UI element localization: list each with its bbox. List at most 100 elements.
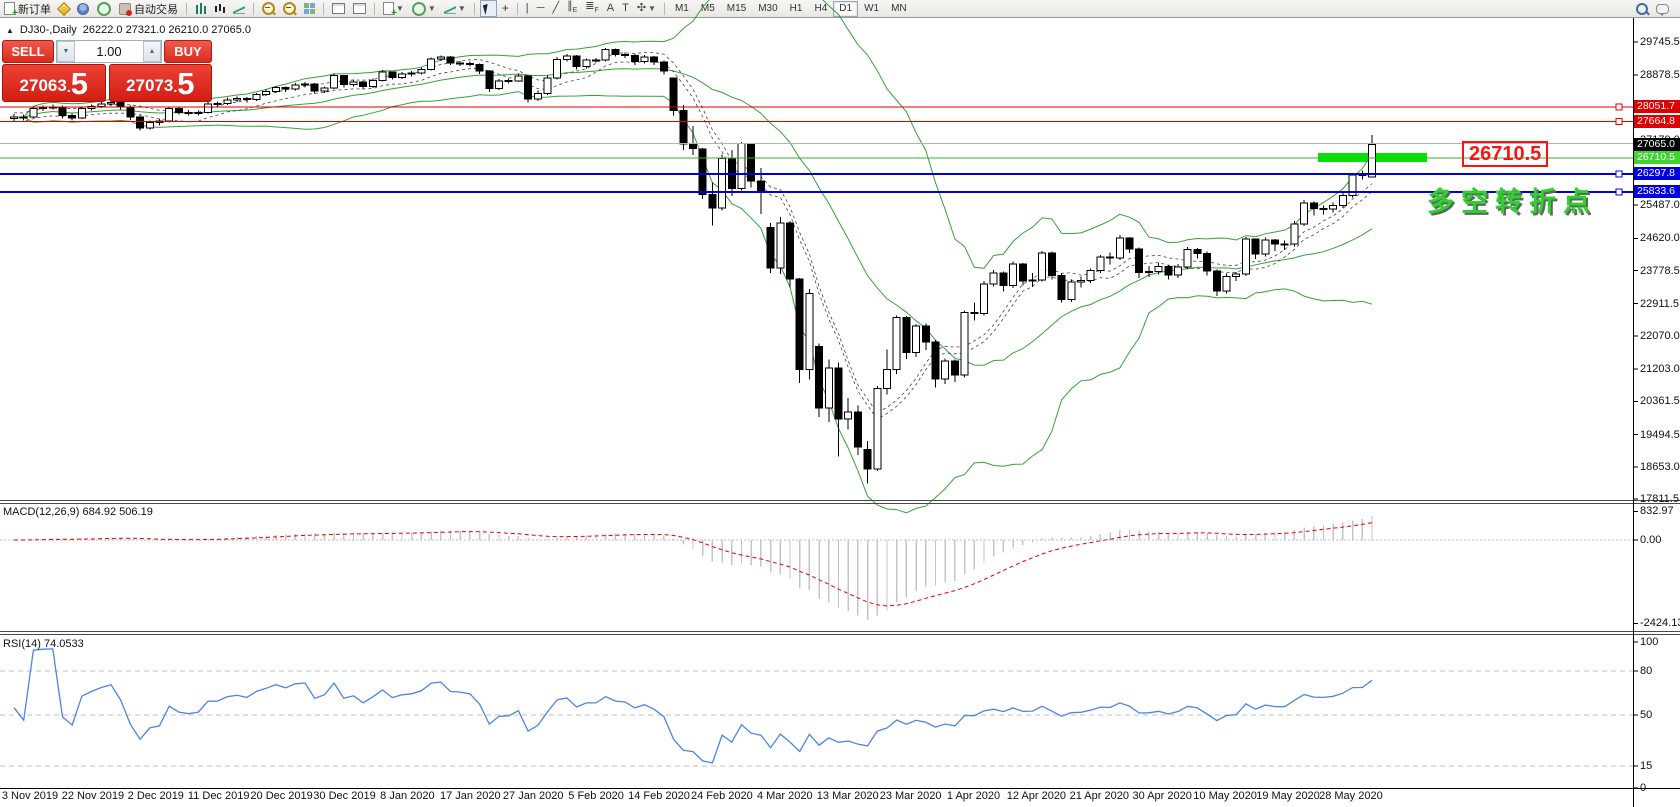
timeframe-button-m1[interactable]: M1 [674,2,689,14]
date-tick-label[interactable]: 12 Apr 2020 [1006,790,1067,802]
one-click-trading-widget: SELL ▼ 1.00 ▲ BUY 27063 . 5 27073 . 5 [2,40,212,102]
price-callout-box[interactable]: 26710.5 [1462,141,1549,167]
panel-separator[interactable] [0,500,1680,501]
toolbar-separator [663,2,665,15]
date-tick-label[interactable]: 19 May 2020 [1256,790,1320,802]
macd-tick-label: 0.00 [1640,534,1662,546]
chart-shift-button[interactable] [350,1,369,16]
chat-icon [1656,3,1669,16]
price-badge: 28051.7 [1634,99,1680,113]
horizontal-line-tool[interactable]: ─ [534,1,548,16]
price-tick-label: 20361.5 [1640,395,1680,408]
volume-increase-button[interactable]: ▲ [143,41,161,62]
indicator-list-dropdown[interactable]: ▼ [441,1,469,16]
date-tick-label[interactable]: 30 Apr 2020 [1132,790,1192,802]
line-anchor-handle[interactable] [1615,118,1623,126]
chart-title: ▲ DJ30-,Daily 26222.0 27321.0 26210.0 27… [6,24,251,36]
zoom-out-icon [283,2,296,15]
price-axis-line[interactable] [1633,18,1634,807]
date-tick-label[interactable]: 1 Apr 2020 [946,790,1001,802]
cursor-tool-button[interactable] [479,0,497,17]
date-tick-label[interactable]: 2 Dec 2019 [127,790,184,802]
crosshair-tool-button[interactable]: + [499,1,512,16]
date-tick-label[interactable]: 21 Apr 2020 [1069,790,1129,802]
price-tick-label: 19494.5 [1640,428,1680,441]
trendline-tool[interactable]: ╱ [549,1,562,16]
date-tick-label[interactable]: 20 Dec 2019 [250,790,313,802]
zoom-out-button[interactable] [280,1,299,16]
date-tick-label[interactable]: 27 Jan 2020 [502,790,564,802]
new-order-button[interactable]: 新订单 [1,1,54,18]
fibonacci-tool[interactable]: ≣F [582,0,602,16]
sell-price-panel[interactable]: 27063 . 5 [2,64,106,102]
autotrade-button[interactable]: 自动交易 [116,1,181,16]
date-tick-label[interactable]: 17 Jan 2020 [440,790,501,802]
channel-tool[interactable]: ∥E [564,0,580,16]
toolbar: 新订单 自动交易 ▼ ▼ ▼ + | ─ ╱ ∥E ≣F A T ✣ [0,0,1680,18]
panel-separator[interactable] [0,631,1680,632]
search-button[interactable] [1633,1,1651,16]
channel-icon: ∥E [567,0,578,15]
bar-chart-button[interactable] [192,1,209,16]
timeframe-button-h4[interactable]: H4 [814,2,828,14]
news-button[interactable] [94,1,114,16]
text-label-tool[interactable]: T [619,1,632,16]
date-tick-label[interactable]: 3 Nov 2019 [1,790,59,802]
volume-decrease-button[interactable]: ▼ [57,41,75,62]
text-tool[interactable]: A [604,1,617,16]
timeframe-button-h1[interactable]: H1 [789,2,803,14]
chat-button[interactable] [1653,1,1672,16]
timeframe-button-mn[interactable]: MN [891,2,907,14]
timeframe-button-m30[interactable]: M30 [758,2,778,14]
line-chart-button[interactable] [230,1,248,16]
date-tick-label[interactable]: 8 Jan 2020 [380,790,435,802]
chart-expand-icon[interactable]: ▲ [6,25,14,35]
timeframe-button-d1[interactable]: D1 [833,0,859,17]
volume-value[interactable]: 1.00 [96,44,122,59]
horizontal-line-icon: ─ [536,2,545,14]
candle-chart-button[interactable] [211,1,228,16]
line-anchor-handle[interactable] [1615,170,1623,178]
line-anchor-handle[interactable] [1615,188,1623,196]
new-chart-dropdown[interactable]: ▼ [380,1,407,18]
price-tick-label: 17811.5 [1640,493,1679,506]
timeframe-button-m5[interactable]: M5 [700,2,715,14]
market-watch-button[interactable] [74,1,92,16]
rsi-tick-label: 80 [1640,665,1653,678]
date-tick-label[interactable]: 30 Dec 2019 [313,790,376,802]
macd-tick-label: -2424.13 [1640,617,1680,630]
trendline-icon: ╱ [552,2,560,14]
vertical-line-tool[interactable]: | [523,1,532,16]
auto-scroll-button[interactable] [329,1,348,16]
date-tick-label[interactable]: 13 Mar 2020 [816,790,879,802]
macd-histogram [32,515,1373,620]
date-tick-label[interactable]: 23 Mar 2020 [879,790,942,802]
timeframe-button-w1[interactable]: W1 [864,2,880,14]
panel-separator[interactable] [0,634,1680,635]
line-anchor-handle[interactable] [1615,103,1623,111]
date-tick-label[interactable]: 4 Mar 2020 [756,790,813,802]
annotation-text[interactable]: 多空转折点 [1427,187,1597,217]
profiles-dropdown[interactable]: ▼ [409,1,439,16]
auto-scroll-icon [332,3,345,14]
panel-separator[interactable] [0,503,1680,504]
buy-price-panel[interactable]: 27073 . 5 [108,64,212,102]
sell-price-main: 27063 [19,76,67,95]
date-tick-label[interactable]: 5 Feb 2020 [568,790,624,802]
timeframe-button-m15[interactable]: M15 [726,2,747,14]
time-axis-line [0,788,1680,789]
buy-button[interactable]: BUY [164,40,212,63]
date-tick-label[interactable]: 22 Nov 2019 [61,790,125,802]
date-tick-label[interactable]: 14 Feb 2020 [628,790,690,802]
price-tick-label: 24620.0 [1640,232,1680,245]
date-tick-label[interactable]: 11 Dec 2019 [187,790,250,802]
arrows-dropdown[interactable]: ✣ ▼ [634,1,659,16]
tile-windows-button[interactable] [301,1,318,16]
zoom-in-button[interactable] [259,1,278,16]
sell-button[interactable]: SELL [2,40,54,63]
price-badge: 26297.8 [1634,167,1680,181]
date-tick-label[interactable]: 24 Feb 2020 [691,790,753,802]
date-tick-label[interactable]: 10 May 2020 [1193,790,1257,802]
date-tick-label[interactable]: 28 May 2020 [1319,790,1383,802]
